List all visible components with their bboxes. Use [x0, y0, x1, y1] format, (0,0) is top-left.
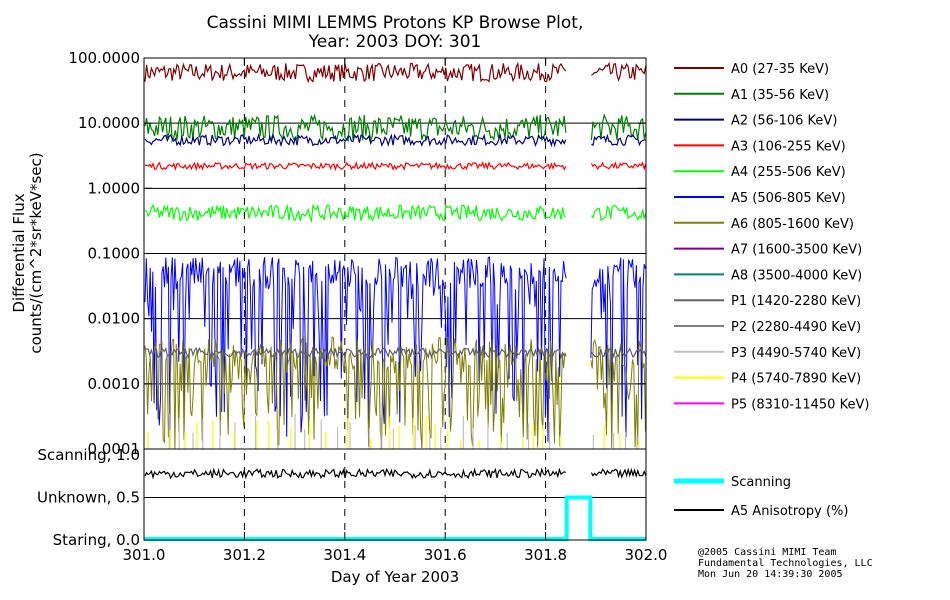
- x-tick-label: 301.2: [223, 546, 266, 564]
- flux-legend: A0 (27-35 KeV) A1 (35-56 KeV) A2 (56-106 K…: [674, 62, 869, 412]
- legend-label: Scanning: [731, 475, 791, 490]
- credit-line-3: Mon Jun 20 14:39:30 2005: [698, 569, 843, 580]
- legend-label: A3 (106-255 KeV): [731, 139, 846, 154]
- legend-label: A4 (255-506 KeV): [731, 165, 846, 180]
- flux-series-line-a3: [144, 160, 647, 172]
- scanning-series-line: [144, 495, 646, 541]
- credit-line-1: @2005 Cassini MIMI Team: [698, 547, 836, 558]
- mode-plot-area: [144, 467, 647, 541]
- legend-label: P1 (1420-2280 KeV): [731, 294, 861, 309]
- mode-gridlines: [144, 453, 646, 540]
- y-axis-label-line1: Differential Flux: [10, 193, 28, 312]
- chart-subtitle: Year: 2003 DOY: 301: [308, 32, 482, 52]
- legend-label: P4 (5740-7890 KeV): [731, 372, 861, 387]
- mode-legend: Scanning A5 Anisotropy (%): [674, 475, 848, 519]
- x-tick-label: 302.0: [625, 546, 668, 564]
- y-tick-label: 1.0000: [88, 179, 141, 197]
- flux-series-line-a6: [144, 336, 646, 450]
- legend-label: A0 (27-35 KeV): [731, 62, 829, 77]
- x-tick-label: 301.4: [323, 546, 366, 564]
- x-axis-label: Day of Year 2003: [331, 568, 459, 586]
- flux-series-line-a1: [144, 113, 647, 144]
- chart-title: Cassini MIMI LEMMS Protons KP Browse Plo…: [207, 13, 584, 33]
- mode-y-tick-label: Scanning, 1.0: [37, 446, 140, 464]
- mode-y-tick-label: Staring, 0.0: [53, 531, 140, 549]
- y-tick-label: 0.1000: [88, 245, 141, 263]
- flux-series-line-a4: [144, 203, 647, 223]
- legend-label: P3 (4490-5740 KeV): [731, 346, 861, 361]
- legend-label: A5 (506-805 KeV): [731, 191, 846, 206]
- y-tick-label: 0.0100: [88, 310, 141, 328]
- flux-series-line-p1: [144, 346, 647, 360]
- flux-series-line-a0: [144, 61, 647, 84]
- x-tick-label: 301.6: [424, 546, 467, 564]
- credit-line-2: Fundamental Technologies, LLC: [698, 558, 873, 569]
- mode-y-ticks: Scanning, 1.0 Unknown, 0.5 Staring, 0.0: [37, 446, 140, 549]
- legend-label: A1 (35-56 KeV): [731, 88, 829, 103]
- legend-label: A6 (805-1600 KeV): [731, 217, 854, 232]
- anisotropy-series-line: [144, 467, 647, 480]
- x-axis-ticks: 301.0 301.2 301.4 301.6 301.8 302.0: [123, 58, 668, 564]
- legend-label: A8 (3500-4000 KeV): [731, 268, 862, 283]
- legend-label: A2 (56-106 KeV): [731, 114, 837, 129]
- legend-label: P2 (2280-4490 KeV): [731, 320, 861, 335]
- flux-series-line-a5: [144, 256, 646, 442]
- x-tick-label: 301.8: [524, 546, 567, 564]
- y-tick-label: 0.0001: [88, 440, 141, 458]
- x-tick-label: 301.0: [123, 546, 166, 564]
- y-tick-label: 10.0000: [78, 114, 140, 132]
- mode-panel-frame: [143, 448, 647, 541]
- legend-label: P5 (8310-11450 KeV): [731, 397, 869, 412]
- flux-series-line-a2: [144, 132, 646, 148]
- y-tick-label: 100.0000: [68, 49, 140, 67]
- y-axis-label-line2: counts/(cm^2*sr*keV*sec): [27, 152, 45, 353]
- y-tick-label: 0.0010: [88, 375, 141, 393]
- mode-y-tick-label: Unknown, 0.5: [37, 488, 140, 506]
- flux-y-ticks: 100.0000 10.0000 1.0000 0.1000 0.0100 0.0010 0…: [68, 49, 646, 458]
- legend-label: A7 (1600-3500 KeV): [731, 243, 862, 258]
- flux-plot-area: [144, 61, 647, 450]
- legend-label: A5 Anisotropy (%): [731, 504, 848, 519]
